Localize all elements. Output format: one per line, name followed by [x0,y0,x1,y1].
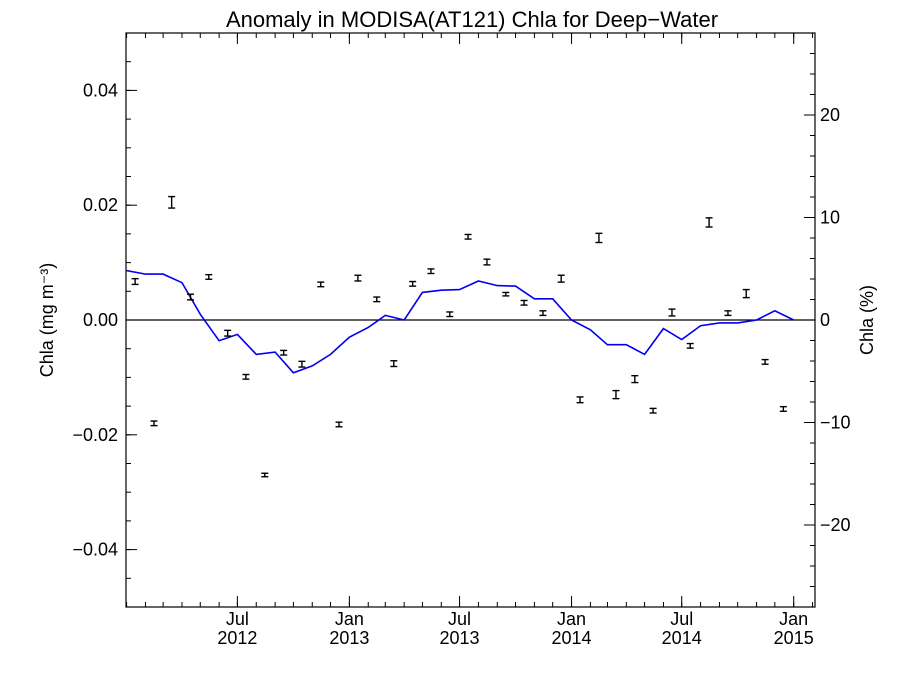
data-point [298,360,306,368]
y-left-tick-label: 0.04 [83,80,118,100]
data-point [576,396,584,404]
data-point [686,342,694,349]
data-point [205,273,213,280]
data-point [280,349,288,356]
x-tick-year: 2013 [440,628,480,648]
data-point [224,329,232,337]
anomaly-trend-line [126,269,795,374]
data-point [150,420,158,427]
data-point [187,293,195,301]
data-point [502,291,510,297]
y-right-tick-label: −20 [820,515,851,535]
y-axis-right: 20 10 0 −10 −20 [804,32,851,608]
y-right-tick-label: 0 [820,310,830,330]
data-point [631,374,639,384]
data-point [742,288,750,299]
data-point [668,308,676,317]
data-point [335,421,343,428]
y-right-tick-label: 20 [820,105,840,125]
data-point [557,274,565,283]
x-tick-month: Jan [557,609,586,629]
x-tick-month: Jul [448,609,471,629]
x-tick-year: 2014 [552,628,592,648]
data-point [649,407,657,414]
y-left-tick-label: 0.00 [83,310,118,330]
data-point [131,277,139,286]
data-point [261,472,269,478]
data-point [705,217,713,228]
data-point [464,233,472,240]
data-point [761,358,769,365]
data-point [446,311,454,318]
data-point [409,280,417,287]
y-left-tick-label: −0.02 [72,425,118,445]
data-point [373,296,381,303]
y-right-tick-label: −10 [820,413,851,433]
y-left-tick-label: −0.04 [72,540,118,560]
x-tick-year: 2015 [774,628,814,648]
data-point [168,195,176,209]
x-tick-month: Jul [226,609,249,629]
data-point [520,299,528,306]
y-left-tick-label: 0.02 [83,195,118,215]
data-point [595,232,603,244]
data-point [483,258,491,266]
x-axis: Jul2012Jan2013Jul2013Jan2014Jul2014Jan20… [126,33,814,648]
x-tick-year: 2012 [217,628,257,648]
x-tick-month: Jul [670,609,693,629]
data-point [779,405,787,412]
data-point [317,281,325,288]
y-axis-left: 0.04 0.02 0.00 −0.02 −0.04 [72,32,137,608]
y-axis-left-label: Chla (mg m⁻³) [37,263,57,378]
x-tick-year: 2013 [329,628,369,648]
data-point [354,274,362,282]
data-point [242,373,250,380]
plot-area [125,32,816,608]
data-point [390,360,398,368]
y-right-tick-label: 10 [820,208,840,228]
data-point [427,268,435,275]
chart-title: Anomaly in MODISA(AT121) Chla for Deep−W… [226,7,718,32]
x-tick-year: 2014 [662,628,702,648]
x-tick-month: Jan [779,609,808,629]
data-point [539,310,547,317]
x-tick-month: Jan [335,609,364,629]
data-point [724,310,732,317]
y-axis-right-label: Chla (%) [857,285,877,355]
data-point [612,389,620,400]
